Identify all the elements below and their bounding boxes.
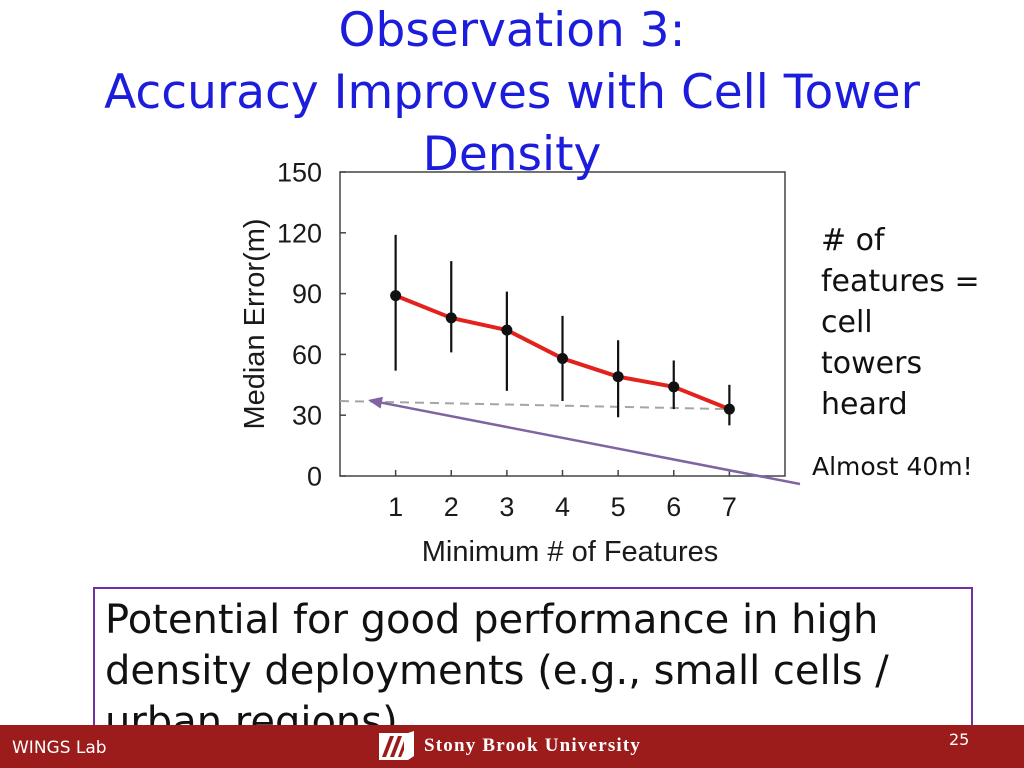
y-tick-label: 150 [277, 158, 322, 188]
annotation-line: # of [821, 223, 885, 258]
data-point [557, 352, 568, 364]
x-tick-label: 3 [499, 492, 514, 522]
x-tick-label: 1 [388, 492, 403, 522]
annotation-arrow [368, 396, 801, 486]
x-tick-label: 4 [555, 492, 570, 522]
x-tick-label: 2 [444, 492, 459, 522]
data-point [445, 312, 457, 324]
data-point [723, 403, 735, 415]
page-number: 25 [949, 730, 970, 749]
arrow-shaft [381, 401, 801, 486]
university-wordmark: Stony Brook University [424, 735, 642, 756]
median-error-chart: 0 30 60 90 120 150 1 2 3 4 5 6 7 Minimum # of Featur… [239, 158, 801, 568]
footer-bar: WINGS Lab Stony Brook University 25 [0, 725, 1024, 768]
annotation-line: heard [821, 387, 908, 422]
data-point [668, 381, 680, 393]
annotation-line: cell [821, 305, 873, 340]
x-axis-label: Minimum # of Features [422, 536, 719, 568]
y-tick-label: 30 [292, 401, 322, 431]
arrow-head-icon [368, 396, 383, 409]
annotation-line: towers [821, 346, 923, 381]
chart-marks: 0 30 60 90 120 150 1 2 3 4 5 6 7 [277, 158, 737, 523]
title-line-1: Observation 3: [338, 3, 686, 58]
lab-name: WINGS Lab [12, 738, 107, 758]
y-tick-label: 60 [292, 340, 322, 370]
x-tick-label: 5 [611, 492, 626, 522]
y-axis-label: Median Error(m) [239, 218, 271, 429]
features-annotation: # of features = cell towers heard [821, 220, 980, 425]
slide-title: Observation 3: Accuracy Improves with Ce… [62, 0, 962, 186]
data-point [501, 324, 513, 336]
data-point [612, 371, 624, 383]
annotation-line: features = [821, 264, 980, 299]
data-point [390, 290, 402, 302]
takeaway-text: Potential for good performance in high d… [105, 597, 889, 745]
y-tick-label: 0 [307, 462, 322, 492]
title-line-2: Accuracy Improves with Cell Tower Densit… [104, 65, 920, 182]
y-tick-label: 120 [277, 218, 322, 248]
y-tick-label: 90 [292, 279, 322, 309]
callout-almost-40m: Almost 40m! [812, 452, 973, 481]
x-tick-label: 7 [722, 492, 737, 522]
takeaway-box: Potential for good performance in high d… [93, 587, 973, 757]
x-tick-label: 6 [666, 492, 681, 522]
reference-line-dashed [339, 400, 730, 411]
stony-brook-logo-icon [379, 731, 414, 760]
